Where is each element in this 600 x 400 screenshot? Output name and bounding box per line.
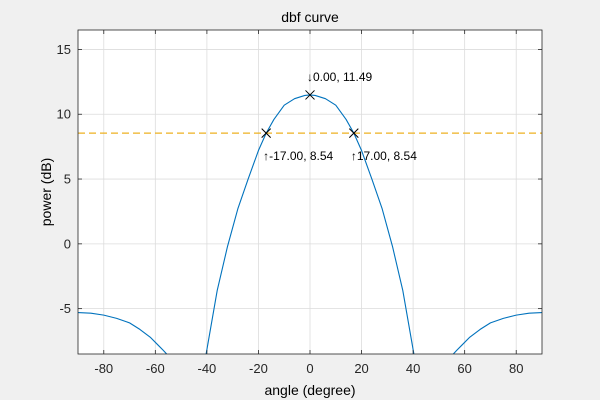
y-tick-label: 5 xyxy=(64,172,71,187)
series-line xyxy=(78,311,168,354)
y-tick-label: 10 xyxy=(57,107,71,122)
x-tick-label: -80 xyxy=(94,361,113,376)
data-marker xyxy=(305,90,315,100)
y-tick-label: -5 xyxy=(59,301,71,316)
series-line xyxy=(452,311,542,354)
x-tick-label: 20 xyxy=(354,361,368,376)
data-marker xyxy=(348,128,359,139)
x-axis-label: angle (degree) xyxy=(264,382,355,398)
data-label: ↓0.00, 11.49 xyxy=(307,70,372,84)
marker-cross-b xyxy=(348,128,359,139)
marker-cross-b xyxy=(305,90,315,100)
grid xyxy=(78,30,542,354)
y-tick-label: 0 xyxy=(64,236,71,251)
y-axis-label: power (dB) xyxy=(38,158,54,226)
x-tick-label: 40 xyxy=(406,361,420,376)
axis-ticks: -80 -60 -40 -20 0 20 40 60 80 -5 0 5 10 15 xyxy=(57,30,542,376)
marker-group: ↓0.00, 11.49 ↑-17.00, 8.54 ↑17.00, 8.54 xyxy=(261,70,417,163)
x-tick-label: 80 xyxy=(509,361,523,376)
chart-title: dbf curve xyxy=(281,9,339,25)
y-tick-label: 15 xyxy=(57,42,71,57)
data-marker xyxy=(261,128,272,139)
x-tick-label: -40 xyxy=(197,361,216,376)
x-tick-label: 0 xyxy=(306,361,313,376)
x-tick-label: -20 xyxy=(249,361,268,376)
x-tick-label: -60 xyxy=(146,361,165,376)
data-label: ↑17.00, 8.54 xyxy=(351,149,417,163)
x-tick-label: 60 xyxy=(457,361,471,376)
data-label: ↑-17.00, 8.54 xyxy=(263,149,333,163)
marker-cross-b xyxy=(261,128,272,139)
